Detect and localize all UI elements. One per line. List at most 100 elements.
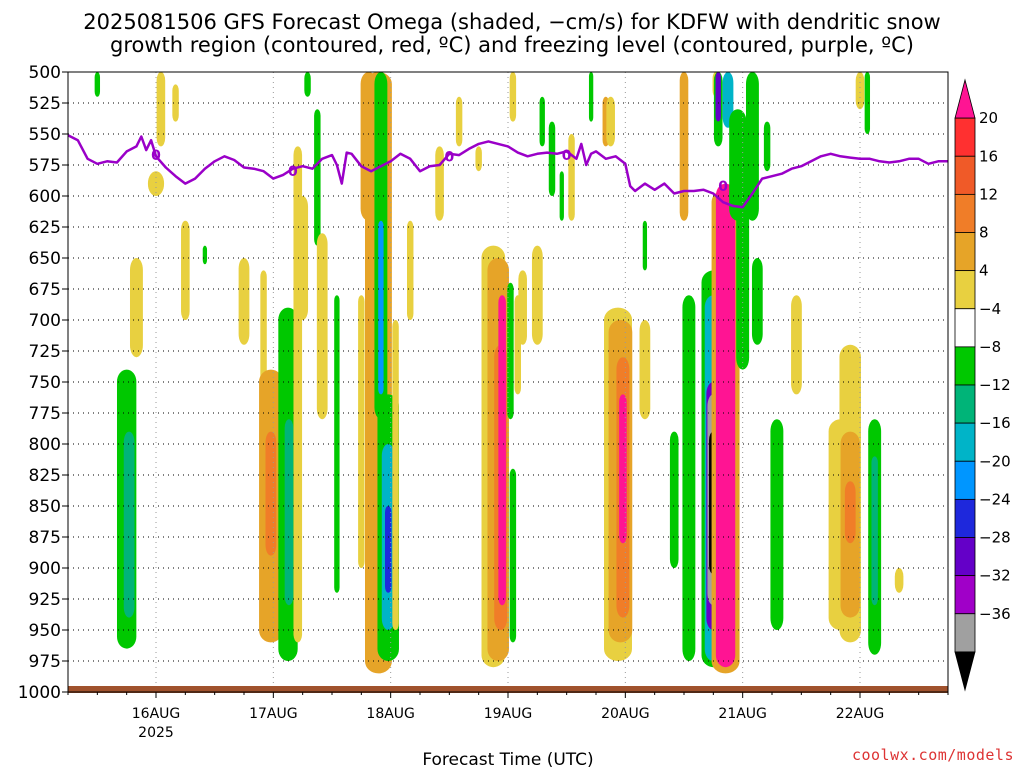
y-tick-label: 900 <box>29 559 61 579</box>
y-tick-label: 675 <box>29 280 61 300</box>
omega-cell <box>531 245 543 345</box>
colorbar-label: −24 <box>979 490 1011 508</box>
x-tick-sublabel: 2025 <box>138 725 174 741</box>
omega-cell <box>455 96 463 147</box>
x-tick-label: 22AUG <box>836 706 885 722</box>
omega-cell <box>619 394 627 544</box>
colorbar-label: −28 <box>979 529 1011 547</box>
omega-cell <box>682 295 696 661</box>
colorbar: 20 16 12 8 4 −4 −8 −12 −16 −20 −24 −28 −32 −36 <box>954 78 1011 692</box>
colorbar-bin <box>954 384 976 424</box>
omega-cell <box>172 84 179 122</box>
colorbar-label: −4 <box>979 300 1001 318</box>
omega-cell <box>314 109 321 246</box>
colorbar-bin <box>954 117 976 157</box>
omega-cell <box>642 220 648 271</box>
x-tick-label: 18AUG <box>366 706 415 722</box>
colorbar-bin <box>954 232 976 272</box>
omega-cell <box>548 121 556 196</box>
chart-title-line-1: 2025081506 GFS Forecast Omega (shaded, −… <box>83 10 941 34</box>
y-tick-label: 500 <box>29 63 61 83</box>
y-tick-label: 700 <box>29 311 61 331</box>
colorbar-label: −12 <box>979 376 1011 394</box>
omega-cell <box>745 72 759 221</box>
omega-cell <box>715 72 721 122</box>
y-tick-label: 800 <box>29 435 61 455</box>
colorbar-label: −20 <box>979 452 1011 470</box>
colorbar-bin <box>954 308 976 348</box>
omega-cell <box>568 134 575 221</box>
colorbar-label: −16 <box>979 414 1011 432</box>
omega-cell <box>722 72 734 128</box>
omega-cell <box>297 196 309 320</box>
ground-band <box>68 686 948 693</box>
y-tick-label: 650 <box>29 249 61 269</box>
omega-cell <box>475 146 482 172</box>
omega-cell <box>316 233 328 420</box>
omega-cell <box>181 220 190 320</box>
colorbar-bin <box>954 270 976 310</box>
x-tick-label: 17AUG <box>249 706 298 722</box>
freezing-level-layer: 0 0 0 0 0 <box>67 134 948 209</box>
omega-cell <box>156 72 166 147</box>
chart-title-line-2: growth region (contoured, red, ºC) and f… <box>110 33 914 57</box>
freezing-level-label: 0 <box>718 179 728 195</box>
colorbar-label: −8 <box>979 338 1001 356</box>
colorbar-label: 4 <box>979 262 989 280</box>
x-axis: 16AUG 2025 17AUG 18AUG 19AUG 20AUG 21AUG 22AUG <box>67 692 949 741</box>
y-tick-label: 850 <box>29 497 61 517</box>
omega-shading-layer <box>94 72 904 674</box>
omega-cell <box>715 183 736 668</box>
colorbar-bin <box>954 498 976 538</box>
credit-link[interactable]: coolwx.com/models <box>851 746 1014 764</box>
colorbar-label: 20 <box>979 109 998 127</box>
grid-layer <box>68 71 948 693</box>
omega-cell <box>763 121 771 172</box>
y-tick-label: 750 <box>29 373 61 393</box>
y-tick-label: 1000 <box>18 683 61 703</box>
omega-cell <box>202 245 208 265</box>
omega-cell <box>894 568 904 593</box>
omega-cell <box>559 171 564 221</box>
omega-cell <box>791 295 802 395</box>
omega-cell <box>123 431 135 618</box>
omega-cell <box>639 320 651 420</box>
omega-cell <box>509 468 517 643</box>
omega-cell <box>435 146 444 221</box>
colorbar-label: 12 <box>979 185 998 203</box>
colorbar-arrow-top <box>954 78 976 119</box>
colorbar-arrow-bottom <box>954 651 976 692</box>
y-tick-label: 925 <box>29 590 61 610</box>
y-tick-label: 725 <box>29 342 61 362</box>
omega-cell <box>509 72 517 122</box>
colorbar-bin <box>954 155 976 195</box>
x-tick-label: 20AUG <box>601 706 650 722</box>
omega-cell <box>358 295 365 568</box>
omega-cell <box>669 431 679 568</box>
ground-layer <box>68 686 948 693</box>
omega-cell <box>384 506 392 593</box>
x-tick-label: 16AUG <box>132 706 181 722</box>
omega-cell <box>147 171 165 196</box>
colorbar-label: −32 <box>979 567 1011 585</box>
y-tick-label: 875 <box>29 528 61 548</box>
omega-cell <box>606 96 615 147</box>
omega-cell <box>284 419 294 606</box>
y-tick-label: 775 <box>29 404 61 424</box>
omega-cell <box>238 258 250 345</box>
omega-cell <box>770 419 784 630</box>
colorbar-label: 16 <box>979 147 998 165</box>
y-tick-label: 975 <box>29 652 61 672</box>
y-tick-label: 625 <box>29 218 61 238</box>
omega-cell <box>304 72 311 97</box>
x-axis-title: Forecast Time (UTC) <box>422 750 593 768</box>
omega-cell <box>539 96 545 147</box>
freezing-level-line <box>67 134 948 209</box>
freezing-level-label: 0 <box>562 148 572 164</box>
omega-cell <box>378 220 384 395</box>
y-tick-label: 525 <box>29 94 61 114</box>
y-tick-label: 950 <box>29 621 61 641</box>
colorbar-bin <box>954 193 976 233</box>
colorbar-label: −36 <box>979 605 1011 623</box>
